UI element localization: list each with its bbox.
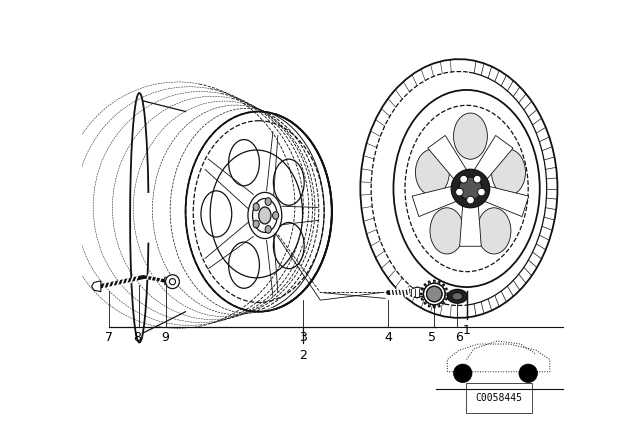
Circle shape (454, 364, 472, 383)
Polygon shape (460, 204, 481, 246)
Polygon shape (428, 135, 468, 181)
Polygon shape (164, 277, 172, 285)
Ellipse shape (166, 275, 179, 289)
Ellipse shape (477, 188, 485, 196)
Ellipse shape (394, 90, 540, 287)
Ellipse shape (259, 207, 271, 224)
Polygon shape (412, 186, 458, 217)
Ellipse shape (265, 225, 271, 233)
Ellipse shape (427, 286, 442, 302)
Text: 9: 9 (161, 331, 169, 344)
Ellipse shape (265, 198, 271, 205)
Polygon shape (92, 281, 101, 292)
Text: 8: 8 (133, 331, 141, 344)
Ellipse shape (467, 196, 474, 204)
Ellipse shape (427, 286, 442, 302)
Ellipse shape (248, 192, 282, 238)
Ellipse shape (430, 208, 464, 254)
Text: 2: 2 (300, 349, 307, 362)
Text: 1: 1 (463, 324, 470, 337)
Text: 7: 7 (104, 331, 113, 344)
Ellipse shape (459, 177, 482, 200)
Ellipse shape (477, 208, 511, 254)
Ellipse shape (424, 283, 445, 305)
Ellipse shape (452, 293, 463, 300)
Ellipse shape (253, 220, 259, 228)
Text: 5: 5 (428, 331, 436, 344)
Ellipse shape (253, 203, 259, 211)
Ellipse shape (273, 211, 279, 220)
Ellipse shape (447, 289, 467, 303)
Polygon shape (410, 287, 428, 298)
Ellipse shape (451, 169, 490, 208)
Text: 6: 6 (455, 331, 463, 344)
Polygon shape (473, 135, 513, 181)
Ellipse shape (415, 149, 449, 195)
Ellipse shape (492, 149, 525, 195)
Ellipse shape (460, 175, 467, 183)
Circle shape (519, 364, 538, 383)
Text: 3: 3 (300, 331, 307, 344)
Polygon shape (483, 186, 529, 217)
Ellipse shape (454, 113, 488, 159)
Text: C0058445: C0058445 (476, 393, 522, 403)
Ellipse shape (456, 188, 463, 196)
Ellipse shape (474, 175, 481, 183)
Text: 4: 4 (384, 331, 392, 344)
